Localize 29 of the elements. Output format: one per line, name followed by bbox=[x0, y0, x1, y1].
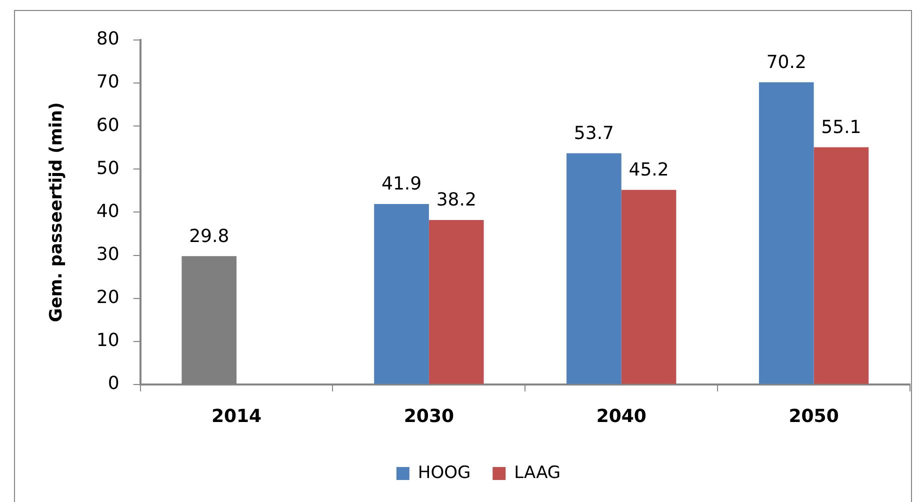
data-label: 70.2 bbox=[766, 52, 806, 73]
data-label: 53.7 bbox=[574, 122, 614, 144]
y-tick-label: 0 bbox=[108, 373, 120, 394]
bar bbox=[374, 204, 429, 384]
y-tick-label: 70 bbox=[96, 72, 120, 93]
y-tick-label: 80 bbox=[96, 28, 120, 50]
bar bbox=[428, 220, 484, 384]
y-tick-label: 30 bbox=[96, 244, 120, 265]
data-label: 55.1 bbox=[821, 116, 862, 138]
bar bbox=[758, 82, 814, 384]
y-axis-title: Gem. passeertijd (min) bbox=[46, 102, 67, 322]
y-tick-label: 20 bbox=[96, 286, 120, 308]
bar bbox=[621, 190, 676, 384]
x-tick-label: 2030 bbox=[404, 406, 454, 427]
data-label: 41.9 bbox=[381, 174, 422, 195]
y-tick-label: 40 bbox=[96, 200, 120, 222]
bar bbox=[814, 147, 869, 384]
data-label: 29.8 bbox=[189, 226, 230, 247]
legend-label: LAAG bbox=[514, 462, 561, 483]
legend-label: HOOG bbox=[418, 462, 471, 483]
y-tick-label: 60 bbox=[96, 114, 120, 136]
data-label: 45.2 bbox=[628, 159, 669, 180]
bar bbox=[566, 153, 622, 384]
x-tick-label: 2014 bbox=[211, 406, 262, 427]
x-tick-label: 2040 bbox=[596, 406, 646, 427]
y-tick-label: 50 bbox=[96, 158, 120, 179]
x-tick-label: 2050 bbox=[788, 406, 839, 427]
y-tick-label: 10 bbox=[96, 330, 120, 352]
data-label: 38.2 bbox=[436, 190, 476, 211]
